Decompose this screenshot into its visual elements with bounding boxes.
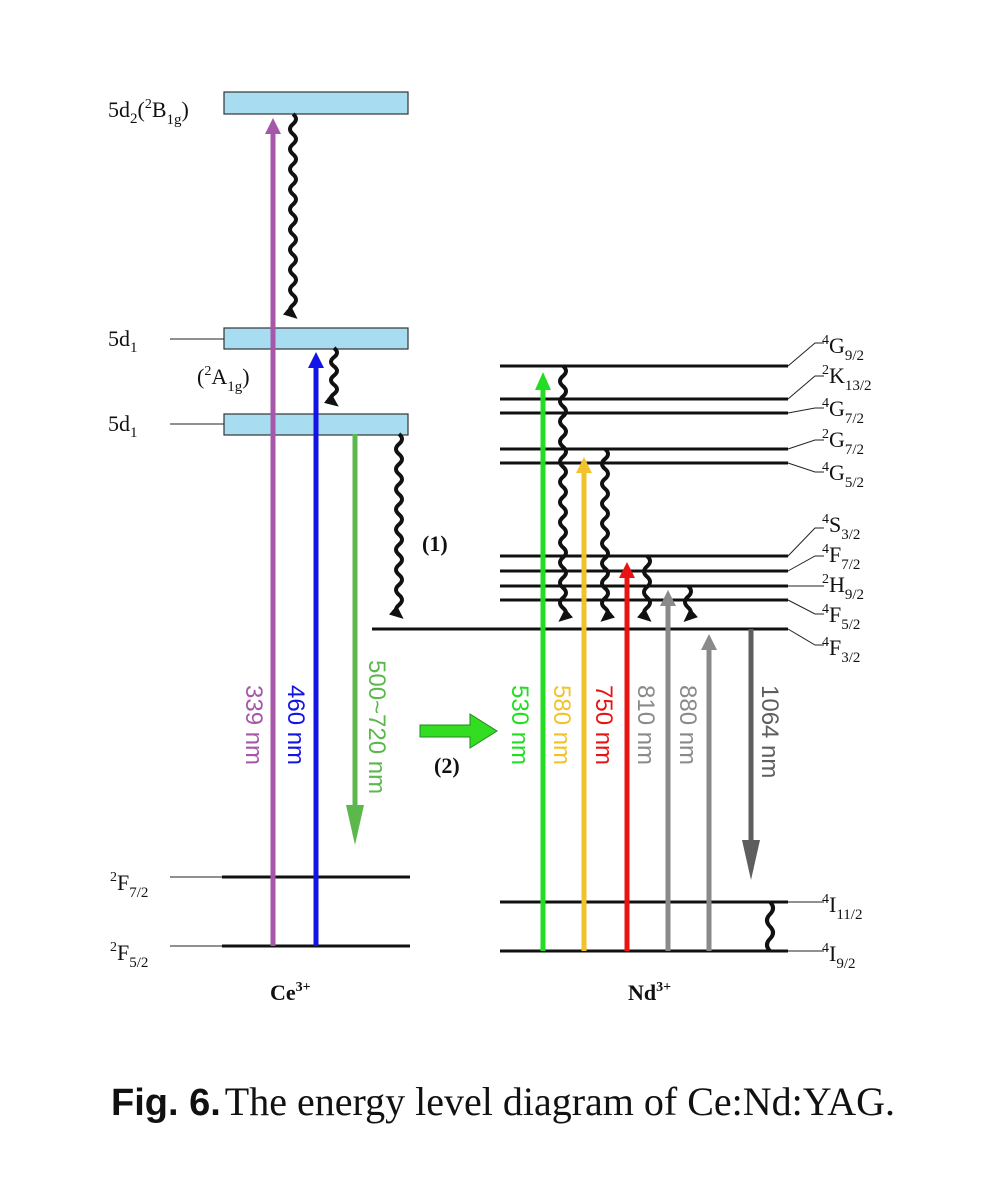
label-500-720nm: 500~720 nm	[363, 660, 390, 794]
label-880nm: 880 nm	[674, 685, 701, 765]
ce-level-5d1-upper-box	[223, 327, 409, 350]
leader-4s32	[787, 527, 824, 557]
wavy-relax-nd-2	[600, 447, 615, 622]
label-580nm: 580 nm	[548, 685, 575, 765]
label-5d2-2b1g: 5d2(2B1g)	[108, 97, 189, 128]
label-460nm: 460 nm	[282, 685, 309, 765]
label-4f72: 4F7/2	[822, 542, 860, 573]
leader-4f52	[787, 599, 824, 615]
label-1064nm: 1064 nm	[756, 685, 783, 778]
label-2g72: 2G7/2	[822, 427, 864, 458]
label-4g72: 4G7/2	[822, 396, 864, 427]
wavy-relax-5d2-5d1	[283, 112, 298, 319]
label-2f52: 2F5/2	[110, 940, 148, 971]
leader-4g52	[787, 462, 824, 473]
label-4s32: 4S3/2	[822, 512, 860, 543]
leader-2g72	[787, 439, 824, 450]
leader-4f72	[787, 555, 824, 572]
leader-2k132	[787, 375, 824, 400]
label-5d1-upper: 5d1	[108, 326, 138, 356]
caption-text: The energy level diagram of Ce:Nd:YAG.	[224, 1079, 895, 1124]
ion-label-ce: Ce3+	[270, 980, 311, 1005]
label-2h92: 2H9/2	[822, 572, 864, 603]
wavy-relax-5d1-5d1	[324, 346, 339, 407]
wavy-relax-nd-1	[558, 364, 573, 622]
label-2f72: 2F7/2	[110, 870, 148, 901]
wavy-relax-nd-3	[637, 554, 652, 622]
label-810nm: 810 nm	[632, 685, 659, 765]
label-4f32: 4F3/2	[822, 635, 860, 666]
transfer-arrow	[419, 713, 498, 749]
label-4i92: 4I9/2	[822, 941, 856, 972]
label-2k132: 2K13/2	[822, 363, 872, 394]
leader-4g72	[787, 407, 824, 414]
figure-caption: Fig. 6. The energy level diagram of Ce:N…	[0, 1078, 1006, 1125]
ion-label-nd: Nd3+	[628, 980, 671, 1005]
label-750nm: 750 nm	[590, 685, 617, 765]
energy-level-diagram: 5d2(2B1g) 5d1 (2A1g) 5d1 2F7/2 2F5/2 Ce3…	[108, 91, 872, 1005]
leader-4g92	[787, 342, 824, 367]
wavy-transfer-ce-nd	[389, 432, 404, 619]
leader-4f32	[787, 628, 824, 646]
label-339nm: 339 nm	[240, 685, 267, 765]
label-4g92: 4G9/2	[822, 333, 864, 364]
label-4g52: 4G5/2	[822, 460, 864, 491]
process-label-1: (1)	[422, 531, 448, 556]
label-4f52: 4F5/2	[822, 602, 860, 633]
label-5d1-lower: 5d1	[108, 411, 138, 441]
figure-number: Fig. 6.	[111, 1082, 221, 1124]
wavy-relax-nd-4	[683, 584, 698, 622]
ce-level-5d2-box	[223, 91, 409, 115]
process-label-2: (2)	[434, 753, 460, 778]
label-4i112: 4I11/2	[822, 892, 862, 923]
label-2a1g: (2A1g)	[197, 364, 250, 395]
wavy-relax-i112-i92	[765, 900, 775, 953]
label-530nm: 530 nm	[506, 685, 533, 765]
